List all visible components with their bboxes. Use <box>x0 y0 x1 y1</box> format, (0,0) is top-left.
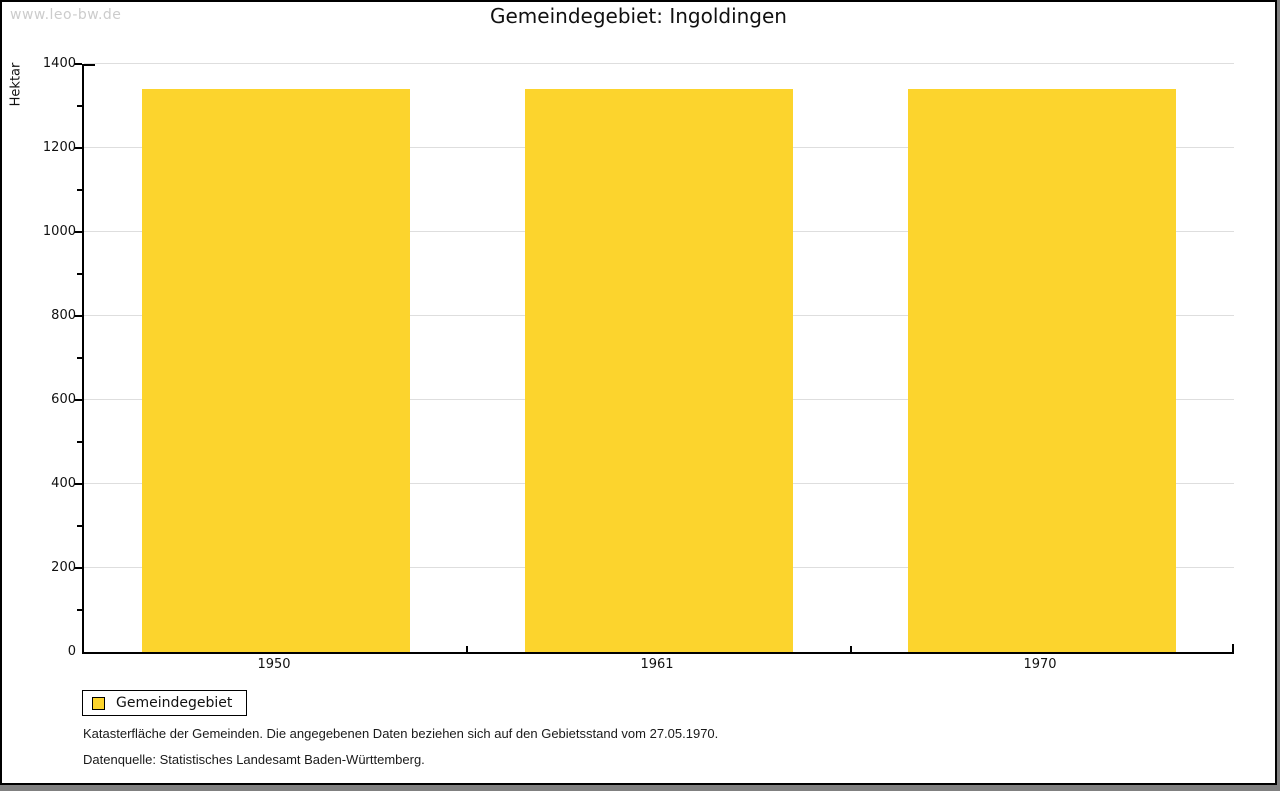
y-tick-label-400: 400 <box>51 476 76 491</box>
x-tick-label-1961: 1961 <box>640 657 674 672</box>
bar-1961 <box>525 89 793 652</box>
y-tick-1000 <box>74 231 82 233</box>
y-tick-label-600: 600 <box>51 392 76 407</box>
y-tick-label-1200: 1200 <box>42 140 76 155</box>
legend-swatch-gemeindegebiet <box>92 696 105 710</box>
x-boundary-tick-1 <box>466 646 468 652</box>
x-tick-label-1950: 1950 <box>257 657 291 672</box>
x-axis-end-cap <box>1232 644 1234 652</box>
y-tick-400 <box>74 483 82 485</box>
y-axis-title: Hektar <box>8 62 24 107</box>
y-tick-label-1000: 1000 <box>42 224 76 239</box>
y-minor-tick-300 <box>77 525 82 527</box>
y-tick-label-1400: 1400 <box>42 56 76 71</box>
y-tick-label-800: 800 <box>51 308 76 323</box>
chart-title: Gemeindegebiet: Ingoldingen <box>490 4 787 28</box>
watermark: www.leo-bw.de <box>10 7 122 23</box>
y-tick-label-0: 0 <box>67 644 76 659</box>
x-tick-label-1970: 1970 <box>1023 657 1057 672</box>
footnote-source-note: Katasterfläche der Gemeinden. Die angege… <box>83 726 719 741</box>
y-axis-end-cap <box>84 64 95 66</box>
bar-1970 <box>908 89 1176 652</box>
y-minor-tick-1300 <box>77 105 82 107</box>
y-tick-800 <box>74 315 82 317</box>
y-minor-tick-500 <box>77 441 82 443</box>
gridline-1400 <box>84 63 1234 64</box>
y-minor-tick-100 <box>77 609 82 611</box>
footnote-data-source: Datenquelle: Statistisches Landesamt Bad… <box>83 752 425 767</box>
y-minor-tick-1100 <box>77 189 82 191</box>
legend-label: Gemeindegebiet <box>116 695 233 711</box>
y-minor-tick-700 <box>77 357 82 359</box>
bar-1950 <box>142 89 410 652</box>
y-tick-1400 <box>74 63 82 65</box>
y-minor-tick-900 <box>77 273 82 275</box>
legend-box: Gemeindegebiet <box>82 690 248 716</box>
y-tick-600 <box>74 399 82 401</box>
x-boundary-tick-2 <box>850 646 852 652</box>
y-tick-200 <box>74 567 82 569</box>
y-tick-label-200: 200 <box>51 560 76 575</box>
y-tick-1200 <box>74 147 82 149</box>
plot-area <box>74 63 1234 654</box>
